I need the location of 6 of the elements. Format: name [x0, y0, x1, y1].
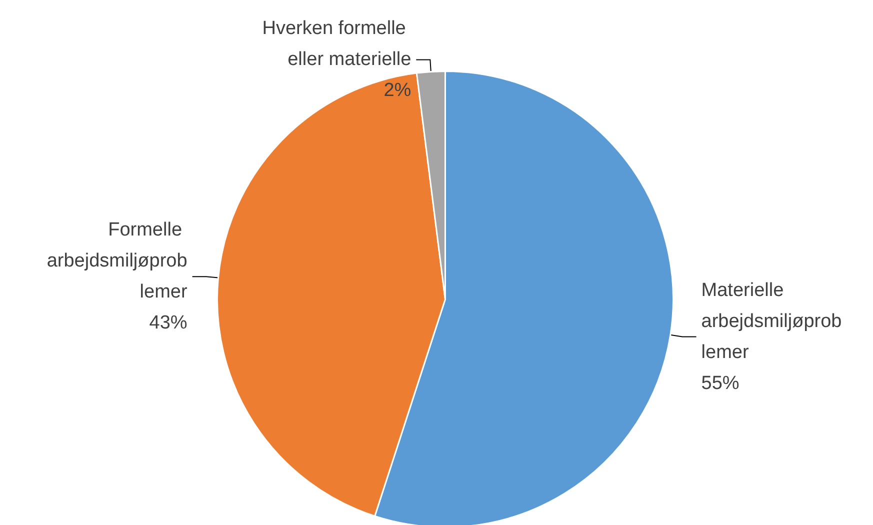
data-label: 55% [701, 372, 740, 394]
slice-label: Formelle arbejdsmiljøproblemer [46, 220, 188, 303]
data-label: 43% [149, 312, 188, 334]
data-label: 2% [384, 80, 412, 102]
slice-label: Hverken formelle eller materielle [262, 18, 412, 70]
slice-label: Materielle arbejdsmiljøproblemer [701, 280, 842, 363]
